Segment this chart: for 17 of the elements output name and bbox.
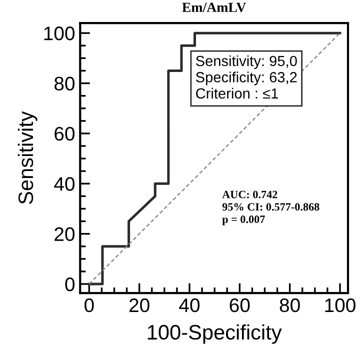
y-tick-label: 100 <box>44 26 75 40</box>
annotation: Sensitivity: 95,0 Specificity: 63,2 Criterion : ≤1 <box>196 55 297 99</box>
chart-title: Em/AmLV <box>182 2 246 12</box>
y-tick-label: 40 <box>54 177 75 191</box>
x-tick-label: 40 <box>179 298 200 312</box>
y-tick-label: 20 <box>54 227 75 242</box>
annotation: AUC: 0.742 95% CI: 0.577-0.868 p = 0.007 <box>222 190 320 226</box>
x-tick-label: 60 <box>230 298 250 312</box>
y-tick-label: 60 <box>54 126 75 141</box>
x-tick-label: 100 <box>325 298 356 312</box>
x-tick-label: 0 <box>84 298 94 312</box>
x-tick-label: 20 <box>130 298 150 312</box>
y-tick-label: 80 <box>54 76 75 90</box>
x-axis-title: 100-Specificity <box>148 324 282 344</box>
y-tick-label: 0 <box>65 277 75 292</box>
x-tick-label: 80 <box>280 298 300 312</box>
y-axis-title: Sensitivity <box>18 111 38 204</box>
